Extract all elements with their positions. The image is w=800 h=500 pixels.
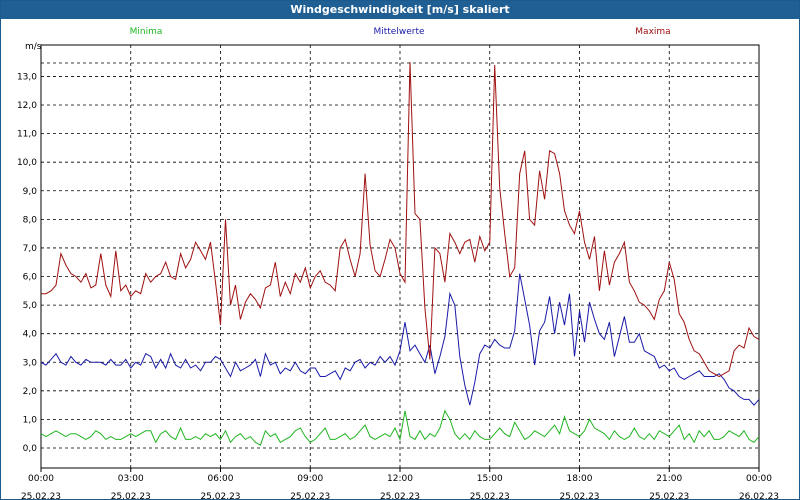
x-axis-ticks: 00:00 25.02.23 03:00 25.02.23 06:00 25.02.23 0… <box>21 468 779 500</box>
legend-minima: Minima <box>130 27 163 37</box>
x-tick-date: 25.02.23 <box>21 492 61 500</box>
y-tick-label: 8,0 <box>23 215 38 225</box>
y-tick-label: 1,0 <box>23 415 38 425</box>
wind-speed-chart: Minima Mittelwerte Maxima m/s 0,0 1,0 2,0 3… <box>17 27 779 500</box>
x-tick-time: 21:00 <box>656 474 682 484</box>
y-axis-ticks: 0,0 1,0 2,0 3,0 4,0 5,0 6,0 7,0 8,0 9,0 10,0 11,0 12… <box>17 72 37 454</box>
series-layer <box>40 62 760 446</box>
y-axis-unit: m/s <box>25 42 42 52</box>
y-tick-label: 5,0 <box>23 301 38 311</box>
x-tick-time: 12:00 <box>387 474 413 484</box>
y-tick-label: 3,0 <box>23 358 38 368</box>
x-tick-date: 25.02.23 <box>380 492 420 500</box>
x-tick-date: 25.02.23 <box>649 492 689 500</box>
series-line-minima <box>40 409 760 446</box>
y-tick-label: 11,0 <box>17 130 37 140</box>
y-tick-label: 10,0 <box>17 158 37 168</box>
y-tick-label: 7,0 <box>23 244 38 254</box>
x-tick-date: 26.02.23 <box>739 492 779 500</box>
series-line-mittel <box>40 273 760 406</box>
x-tick-time: 18:00 <box>567 474 593 484</box>
x-tick-time: 09:00 <box>297 474 323 484</box>
x-tick-date: 25.02.23 <box>290 492 330 500</box>
x-tick-date: 25.02.23 <box>559 492 599 500</box>
grid <box>41 45 759 468</box>
x-tick-date: 25.02.23 <box>470 492 510 500</box>
x-tick-time: 03:00 <box>118 474 144 484</box>
x-tick-time: 15:00 <box>477 474 503 484</box>
y-tick-label: 6,0 <box>23 273 38 283</box>
series-line-maxima <box>41 62 760 378</box>
x-tick-date: 25.02.23 <box>200 492 240 500</box>
y-tick-label: 0,0 <box>23 444 38 454</box>
legend: Minima Mittelwerte Maxima <box>130 27 671 37</box>
x-tick-date: 25.02.23 <box>111 492 151 500</box>
x-tick-time: 06:00 <box>208 474 234 484</box>
y-tick-label: 4,0 <box>23 330 38 340</box>
x-tick-time: 00:00 <box>746 474 772 484</box>
legend-mittelwerte: Mittelwerte <box>373 27 424 37</box>
y-tick-label: 12,0 <box>17 101 37 111</box>
y-tick-label: 9,0 <box>23 187 38 197</box>
x-tick-time: 00:00 <box>28 474 54 484</box>
y-tick-label: 2,0 <box>23 387 38 397</box>
legend-maxima: Maxima <box>635 27 670 37</box>
y-tick-label: 13,0 <box>17 72 37 82</box>
window-title: Windgeschwindigkeit [m/s] skaliert <box>1 1 799 19</box>
